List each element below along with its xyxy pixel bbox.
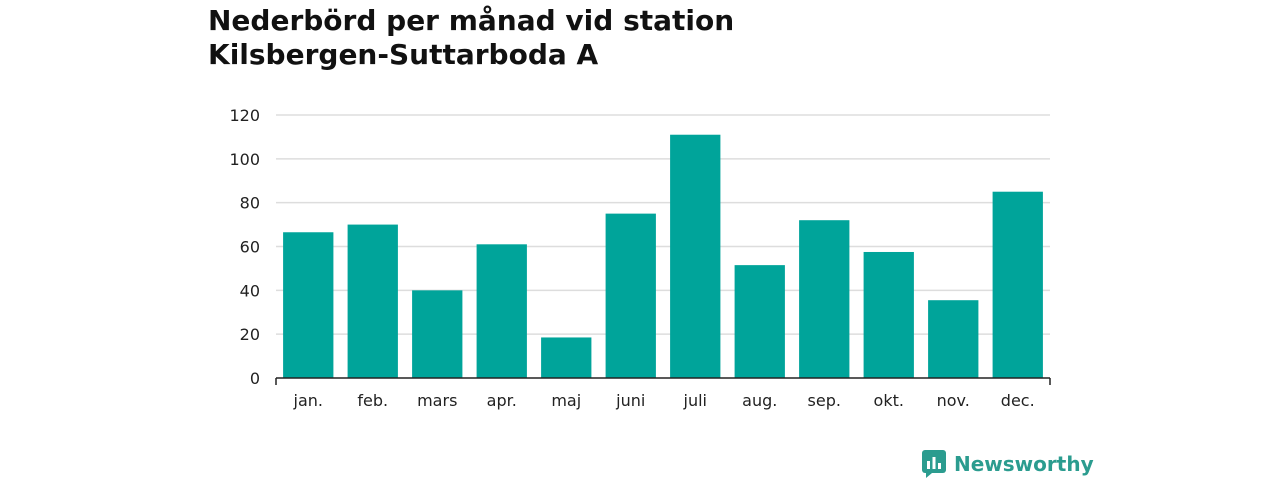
x-tick-label: mars (417, 391, 457, 410)
x-tick-label: sep. (808, 391, 841, 410)
x-axis (275, 377, 1051, 385)
chart-title-line1: Nederbörd per månad vid station (208, 4, 735, 37)
y-tick-label: 120 (229, 106, 260, 125)
y-tick-label: 80 (240, 194, 260, 213)
x-tick-label: dec. (1001, 391, 1035, 410)
bar (734, 265, 785, 378)
bar (799, 220, 850, 378)
bar (283, 232, 334, 378)
grid-lines (276, 114, 1050, 335)
bars (283, 134, 1043, 378)
y-axis-ticks: 0 20 40 60 80 100 120 (229, 106, 260, 388)
bar (928, 300, 979, 378)
x-tick-label: juni (615, 391, 645, 410)
newsworthy-brand: Newsworthy (922, 450, 1094, 478)
bar (347, 224, 398, 378)
bar (605, 213, 656, 378)
x-tick-label: apr. (487, 391, 517, 410)
y-tick-label: 0 (250, 369, 260, 388)
bar (863, 251, 914, 378)
y-tick-label: 20 (240, 325, 260, 344)
y-tick-label: 60 (240, 238, 260, 257)
x-tick-label: nov. (937, 391, 970, 410)
bar (541, 337, 592, 378)
x-axis-labels: jan. feb. mars apr. maj juni juli aug. sep. okt. n… (293, 391, 1035, 410)
bar (412, 290, 463, 378)
y-tick-label: 40 (240, 281, 260, 300)
bar (992, 191, 1043, 378)
y-tick-label: 100 (229, 150, 260, 169)
chart-title: Nederbörd per månad vid station Kilsberg… (208, 4, 734, 72)
x-tick-label: okt. (874, 391, 904, 410)
x-tick-label: feb. (357, 391, 388, 410)
chart-subtitle: Kilsbergen-Suttarboda A (208, 38, 599, 71)
bar (476, 244, 527, 378)
x-tick-label: juli (683, 391, 707, 410)
x-tick-label: maj (551, 391, 581, 410)
newsworthy-logo-icon (922, 450, 946, 478)
bar (670, 134, 721, 378)
brand-label: Newsworthy (954, 452, 1094, 476)
x-tick-label: aug. (742, 391, 777, 410)
x-tick-label: jan. (293, 391, 323, 410)
